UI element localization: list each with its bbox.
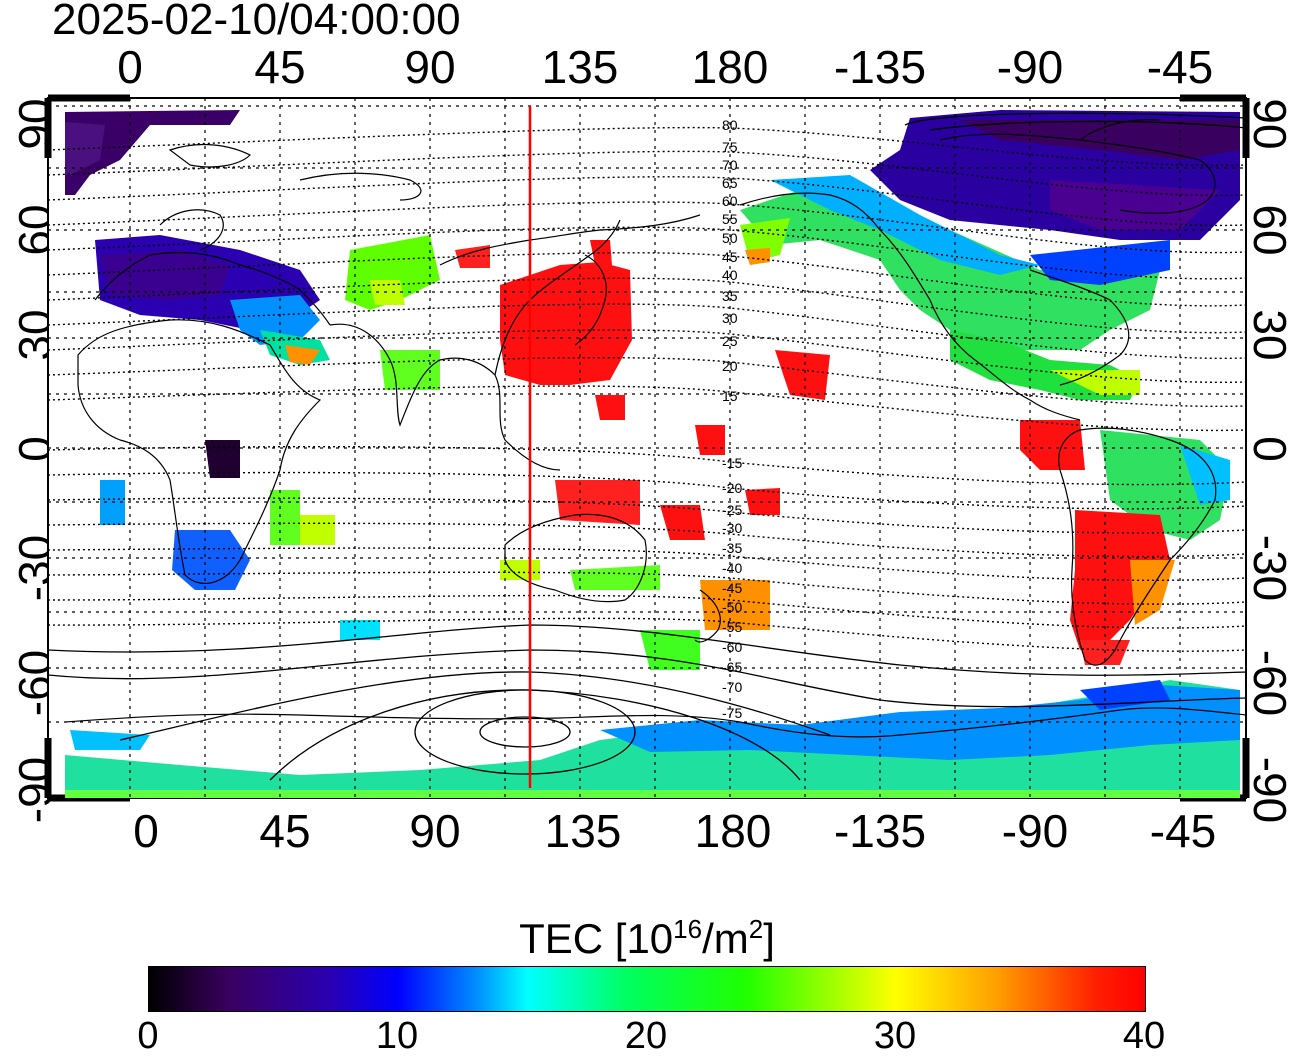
colorbar-tick-30: 30 [873,1015,917,1057]
colorbar-title-main: TEC [10 [519,915,674,962]
tec-colorbar [148,966,1146,1012]
contour-label: 65 [722,175,738,191]
lon-tick-bottom-0: 0 [133,805,159,857]
contour-label: -50 [722,599,742,615]
contour-label: -60 [722,639,742,655]
lon-tick-bottom-135: 135 [544,805,622,857]
contour-label: 35 [722,288,738,304]
contour-label: 45 [722,249,738,265]
contour-label: -70 [722,679,742,695]
contour-label: -35 [722,540,742,556]
contour-label: -75 [722,705,742,721]
lon-tick-bottom-45: 45 [259,805,311,857]
lon-tick-top-0: 0 [117,41,143,93]
lon-tick-top-90: 90 [404,41,456,93]
colorbar-title: TEC [1016/m2] [0,905,1294,963]
contour-label: 40 [722,267,738,283]
contour-label: 50 [722,230,738,246]
colorbar-title-unit: /m [702,915,749,962]
contour-label: 20 [722,358,738,374]
contour-labels: 80 75 70 65 60 55 50 45 40 35 30 25 20 1… [722,117,742,721]
lon-tick-top-135: 135 [541,41,619,93]
lon-tick-top-180: 180 [691,41,769,93]
lon-tick-top-neg90: -90 [996,41,1064,93]
contour-label: -30 [722,520,742,536]
contour-label: 55 [722,211,738,227]
contour-label: -55 [722,619,742,635]
contour-label: 80 [722,117,738,133]
lon-tick-bottom-180: 180 [694,805,772,857]
contour-label: -40 [722,560,742,576]
contour-label: 25 [722,333,738,349]
colorbar-tick-20: 20 [624,1015,668,1057]
colorbar-tick-40: 40 [1122,1015,1166,1057]
contour-label: 75 [722,139,738,155]
contour-label: 15 [722,388,738,404]
contour-label: -25 [722,502,742,518]
colorbar-title-exponent-2: 2 [748,914,764,944]
lon-tick-bottom-neg45: -45 [1149,805,1217,857]
contour-label: 70 [722,157,738,173]
tec-world-map: 80 75 70 65 60 55 50 45 40 35 30 25 20 1… [44,94,1250,802]
lon-tick-bottom-90: 90 [409,805,461,857]
contour-label: -65 [722,659,742,675]
colorbar-title-exponent-1: 16 [673,914,703,944]
polar-contours [48,112,1246,781]
contour-label: -45 [722,580,742,596]
lon-tick-top-neg45: -45 [1146,41,1214,93]
magnetic-contours [48,126,1246,652]
contour-label: -20 [722,480,742,496]
contour-label: 60 [722,193,738,209]
coastlines [64,119,1246,738]
colorbar-tick-10: 10 [375,1015,419,1057]
lon-tick-bottom-neg135: -135 [833,805,927,857]
colorbar-title-close: ] [763,915,775,962]
map-timestamp-title: 2025-02-10/04:00:00 [52,0,461,44]
colorbar-tick-0: 0 [137,1015,159,1057]
contour-label: 30 [722,310,738,326]
lon-tick-top-neg135: -135 [833,41,927,93]
contour-label: -15 [722,455,742,471]
lon-tick-bottom-neg90: -90 [1001,805,1069,857]
lon-tick-top-45: 45 [254,41,306,93]
